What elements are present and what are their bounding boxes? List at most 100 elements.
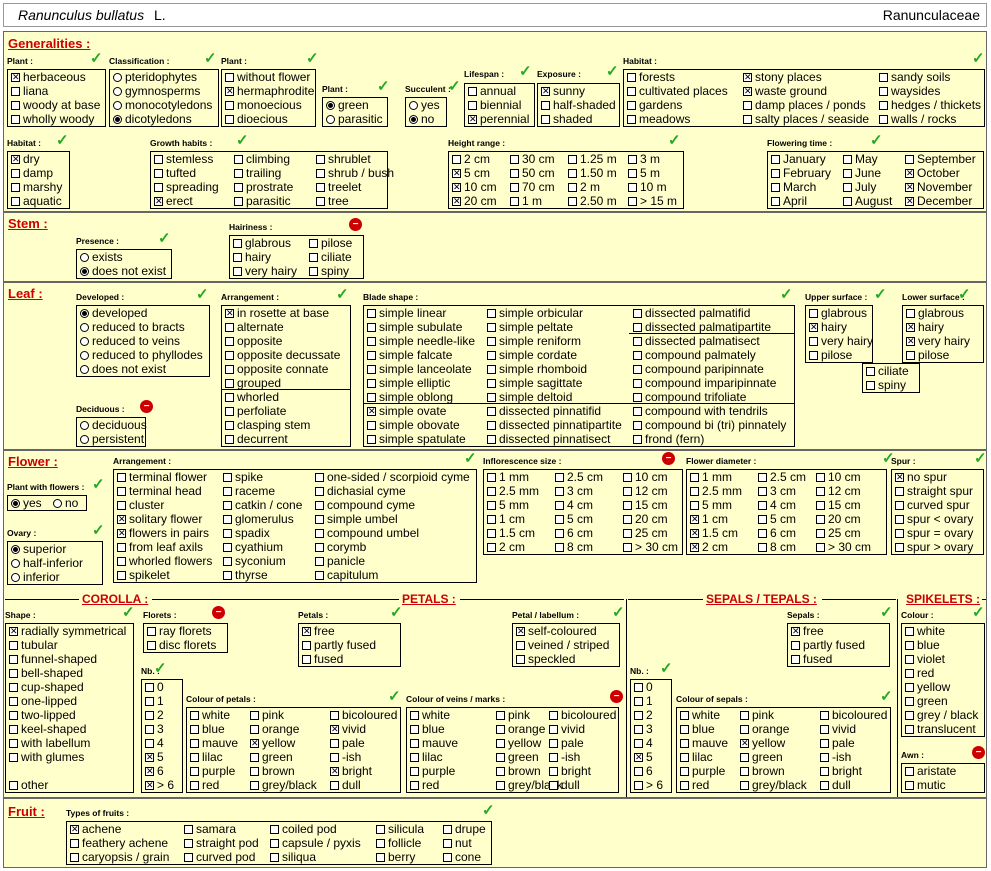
option-woody-at-base[interactable]: woody at base xyxy=(8,98,100,112)
checkbox-vivid[interactable] xyxy=(549,725,558,734)
checkbox-2-5-mm[interactable] xyxy=(487,487,496,496)
checkbox-mauve[interactable] xyxy=(190,739,199,748)
checkbox-tufted[interactable] xyxy=(154,169,163,178)
option-opposite-connate[interactable]: opposite connate xyxy=(222,362,340,376)
checkbox-without-flower[interactable] xyxy=(225,73,234,82)
option-yes[interactable]: yes xyxy=(8,496,42,510)
option-achene[interactable]: achene xyxy=(67,822,169,836)
checkbox-siliqua[interactable] xyxy=(270,853,279,862)
option-pilose[interactable]: pilose xyxy=(903,348,970,362)
option-stemless[interactable]: stemless xyxy=(151,152,219,166)
option-15-m[interactable]: > 15 m xyxy=(625,194,677,208)
checkbox-stemless[interactable] xyxy=(154,155,163,164)
checkbox-glabrous[interactable] xyxy=(906,309,915,318)
checkbox-whorled[interactable] xyxy=(225,393,234,402)
option-thyrse[interactable]: thyrse xyxy=(220,568,302,582)
option-one-lipped[interactable]: one-lipped xyxy=(6,694,126,708)
checkbox-red[interactable] xyxy=(680,781,689,790)
option-4-cm[interactable]: 4 cm xyxy=(755,498,806,512)
checkbox-solitary-flower[interactable] xyxy=(117,513,126,525)
checkbox-waysides[interactable] xyxy=(879,87,888,96)
checkbox-grey-black[interactable] xyxy=(496,781,505,790)
checkbox-free[interactable] xyxy=(791,625,800,637)
checkbox-spikelet[interactable] xyxy=(117,571,126,580)
checkbox-lilac[interactable] xyxy=(190,753,199,762)
checkbox-bright[interactable] xyxy=(330,765,339,777)
option-15-cm[interactable]: 15 cm xyxy=(813,498,871,512)
option-bell-shaped[interactable]: bell-shaped xyxy=(6,666,126,680)
option-6-cm[interactable]: 6 cm xyxy=(755,526,806,540)
checkbox-2-5-mm[interactable] xyxy=(690,487,699,496)
option-april[interactable]: April xyxy=(768,194,831,208)
checkbox-violet[interactable] xyxy=(905,655,914,664)
option-shrublet[interactable]: shrublet xyxy=(313,152,394,166)
radio-does-not-exist[interactable] xyxy=(80,267,89,276)
checkbox-ray-florets[interactable] xyxy=(147,627,156,636)
option-self-coloured[interactable]: self-coloured xyxy=(513,624,609,638)
option-straight-spur[interactable]: straight spur xyxy=(892,484,973,498)
checkbox-10-cm[interactable] xyxy=(623,473,632,482)
checkbox-2-m[interactable] xyxy=(568,183,577,192)
checkbox-pink[interactable] xyxy=(250,711,259,720)
checkbox-panicle[interactable] xyxy=(315,557,324,566)
checkbox-1-50-m[interactable] xyxy=(568,169,577,178)
checkbox-no-spur[interactable] xyxy=(895,471,904,483)
option-4[interactable]: 4 xyxy=(631,736,663,750)
checkbox-1[interactable] xyxy=(145,697,154,706)
option-purple[interactable]: purple xyxy=(187,764,238,778)
checkbox-brown[interactable] xyxy=(740,767,749,776)
checkbox-shrub-bush[interactable] xyxy=(316,169,325,178)
checkbox-white[interactable] xyxy=(190,711,199,720)
option-1-25-m[interactable]: 1.25 m xyxy=(565,152,617,166)
option-3-cm[interactable]: 3 cm xyxy=(552,484,603,498)
radio-half-inferior[interactable] xyxy=(11,559,20,568)
option-1-5-cm[interactable]: 1.5 cm xyxy=(687,526,742,540)
radio-parasitic[interactable] xyxy=(326,115,335,124)
option-1-mm[interactable]: 1 mm xyxy=(687,470,742,484)
option-dissected-pinnatifid[interactable]: dissected pinnatifid xyxy=(484,404,622,418)
option-blue[interactable]: blue xyxy=(187,722,238,736)
checkbox-cultivated-places[interactable] xyxy=(627,87,636,96)
option-herbaceous[interactable]: herbaceous xyxy=(8,70,100,84)
checkbox-dissected-palmatifid[interactable] xyxy=(633,309,642,318)
checkbox-20-cm[interactable] xyxy=(623,515,632,524)
checkbox-orange[interactable] xyxy=(250,725,259,734)
checkbox-damp[interactable] xyxy=(11,169,20,178)
checkbox-dull[interactable] xyxy=(549,781,558,790)
checkbox-annual[interactable] xyxy=(468,87,477,96)
option-terminal-head[interactable]: terminal head xyxy=(114,484,212,498)
checkbox-purple[interactable] xyxy=(410,767,419,776)
option-september[interactable]: September xyxy=(902,152,976,166)
radio-persistent[interactable] xyxy=(80,435,89,444)
option-no-spur[interactable]: no spur xyxy=(892,470,973,484)
checkbox-compound-paripinnate[interactable] xyxy=(633,365,642,374)
option-reduced-to-phyllodes[interactable]: reduced to phyllodes xyxy=(77,348,203,362)
checkbox-gardens[interactable] xyxy=(627,101,636,110)
checkbox-flowers-in-pairs[interactable] xyxy=(117,527,126,539)
option-keel-shaped[interactable]: keel-shaped xyxy=(6,722,126,736)
checkbox-bell-shaped[interactable] xyxy=(9,669,18,678)
checkbox-opposite-decussate[interactable] xyxy=(225,351,234,360)
option-monoecious[interactable]: monoecious xyxy=(222,98,314,112)
checkbox-4[interactable] xyxy=(145,739,154,748)
radio-no[interactable] xyxy=(409,115,418,124)
checkbox-brown[interactable] xyxy=(496,767,505,776)
option-red[interactable]: red xyxy=(407,778,458,792)
checkbox-waste-ground[interactable] xyxy=(743,85,752,97)
checkbox-fused[interactable] xyxy=(302,655,311,664)
checkbox-lilac[interactable] xyxy=(680,753,689,762)
checkbox-opposite[interactable] xyxy=(225,337,234,346)
option-vivid[interactable]: vivid xyxy=(327,722,397,736)
option-violet[interactable]: violet xyxy=(902,652,978,666)
option-white[interactable]: white xyxy=(902,624,978,638)
option-whorled-flowers[interactable]: whorled flowers xyxy=(114,554,212,568)
checkbox-8-cm[interactable] xyxy=(555,543,564,552)
checkbox-simple-elliptic[interactable] xyxy=(367,379,376,388)
checkbox-dissected-pinnatifid[interactable] xyxy=(487,407,496,416)
checkbox-green[interactable] xyxy=(905,697,914,706)
checkbox-frond-fern[interactable] xyxy=(633,435,642,444)
checkbox-orange[interactable] xyxy=(740,725,749,734)
option-8-cm[interactable]: 8 cm xyxy=(755,540,806,554)
option-follicle[interactable]: follicle xyxy=(373,836,424,850)
option-1[interactable]: 1 xyxy=(142,694,174,708)
